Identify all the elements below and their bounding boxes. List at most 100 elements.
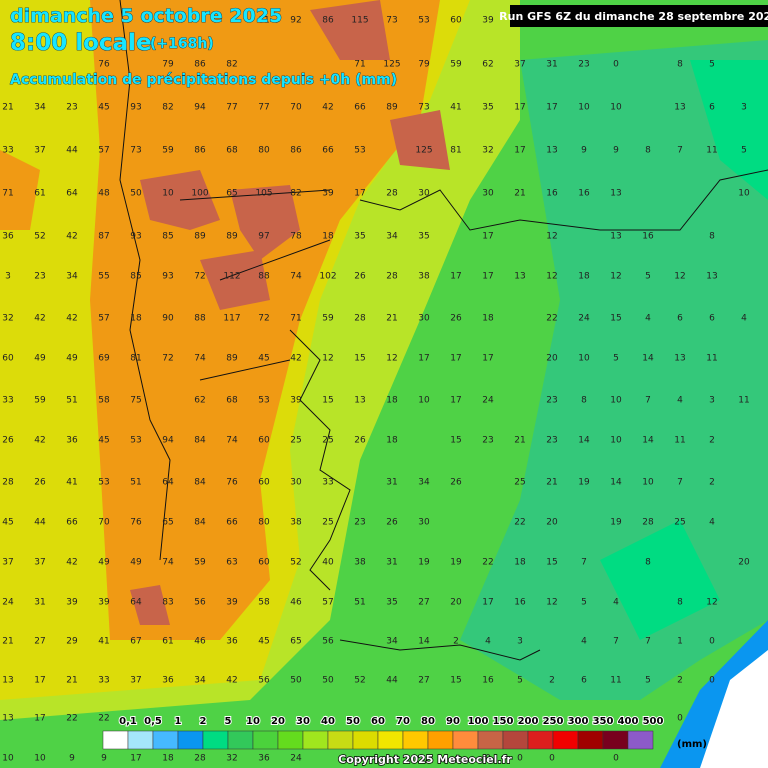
- grid-value: 24: [2, 598, 14, 608]
- grid-value: 26: [354, 436, 366, 446]
- grid-value: 32: [2, 314, 13, 324]
- grid-value: 28: [194, 754, 206, 764]
- grid-value: 40: [322, 558, 334, 568]
- grid-value: 3: [741, 103, 747, 113]
- grid-value: 31: [386, 478, 397, 488]
- grid-value: 17: [514, 103, 525, 113]
- grid-value: 71: [290, 314, 301, 324]
- grid-value: 15: [322, 396, 333, 406]
- grid-value: 17: [482, 598, 493, 608]
- grid-value: 18: [514, 558, 526, 568]
- grid-value: 31: [546, 60, 557, 70]
- grid-value: 102: [319, 272, 336, 282]
- grid-value: 5: [581, 598, 587, 608]
- grid-value: 10: [610, 396, 622, 406]
- grid-value: 64: [162, 478, 174, 488]
- grid-value: 42: [66, 314, 77, 324]
- grid-value: 39: [482, 16, 494, 26]
- grid-value: 8: [709, 232, 715, 242]
- grid-value: 17: [418, 354, 429, 364]
- grid-value: 21: [386, 314, 397, 324]
- grid-value: 65: [226, 189, 237, 199]
- grid-value: 100: [191, 189, 208, 199]
- legend-label: 250: [543, 716, 564, 727]
- grid-value: 35: [386, 598, 397, 608]
- grid-value: 19: [450, 558, 462, 568]
- grid-value: 4: [677, 396, 683, 406]
- grid-value: 18: [386, 396, 398, 406]
- grid-value: 21: [66, 676, 77, 686]
- grid-value: 5: [645, 676, 651, 686]
- grid-value: 21: [546, 478, 557, 488]
- grid-value: 42: [226, 676, 237, 686]
- grid-value: 18: [162, 754, 174, 764]
- grid-value: 12: [386, 354, 397, 364]
- grid-value: 23: [354, 518, 365, 528]
- grid-value: 10: [610, 103, 622, 113]
- grid-value: 34: [66, 272, 78, 282]
- grid-value: 6: [677, 314, 683, 324]
- grid-value: 12: [546, 598, 557, 608]
- grid-value: 13: [610, 232, 621, 242]
- grid-value: 45: [98, 436, 109, 446]
- grid-value: 64: [66, 189, 78, 199]
- grid-value: 16: [546, 189, 558, 199]
- grid-value: 44: [66, 146, 78, 156]
- grid-value: 85: [130, 272, 141, 282]
- grid-value: 34: [34, 103, 46, 113]
- grid-value: 73: [386, 16, 397, 26]
- grid-value: 27: [418, 676, 429, 686]
- grid-value: 28: [2, 478, 14, 488]
- grid-value: 34: [386, 232, 398, 242]
- field-teal: [460, 40, 768, 700]
- grid-value: 22: [514, 518, 525, 528]
- grid-value: 57: [322, 598, 333, 608]
- time-title: 8:00 locale: [10, 30, 152, 56]
- grid-value: 25: [322, 436, 333, 446]
- grid-value: 17: [130, 754, 141, 764]
- legend-label: 70: [396, 716, 410, 727]
- legend-swatch: [577, 730, 604, 750]
- grid-value: 9: [581, 146, 587, 156]
- grid-value: 16: [578, 189, 590, 199]
- grid-value: 14: [610, 478, 622, 488]
- grid-value: 0: [677, 714, 683, 724]
- grid-value: 26: [450, 314, 462, 324]
- grid-value: 39: [226, 598, 238, 608]
- grid-value: 50: [322, 676, 334, 686]
- legend-label: 1: [175, 716, 182, 727]
- grid-value: 87: [98, 232, 109, 242]
- grid-value: 80: [258, 518, 270, 528]
- grid-value: 4: [709, 518, 715, 528]
- grid-value: 0: [709, 676, 715, 686]
- grid-value: 13: [2, 676, 13, 686]
- grid-value: 17: [34, 714, 45, 724]
- grid-value: 11: [610, 676, 621, 686]
- grid-value: 50: [130, 189, 142, 199]
- grid-value: 50: [290, 676, 302, 686]
- grid-value: 28: [386, 189, 398, 199]
- grid-value: 21: [2, 637, 13, 647]
- grid-value: 2: [709, 436, 715, 446]
- grid-value: 66: [322, 146, 334, 156]
- grid-value: 4: [613, 598, 619, 608]
- grid-value: 62: [482, 60, 493, 70]
- grid-value: 72: [194, 272, 205, 282]
- grid-value: 24: [482, 396, 494, 406]
- grid-value: 26: [386, 518, 398, 528]
- subtitle: Accumulation de précipitations depuis +0…: [10, 72, 397, 88]
- grid-value: 9: [101, 754, 107, 764]
- legend-label: 0,5: [144, 716, 162, 727]
- grid-value: 35: [354, 232, 365, 242]
- grid-value: 37: [130, 676, 141, 686]
- grid-value: 41: [98, 637, 109, 647]
- grid-value: 52: [354, 676, 365, 686]
- legend-label: 90: [446, 716, 460, 727]
- grid-value: 39: [322, 189, 334, 199]
- grid-value: 93: [162, 272, 173, 282]
- grid-value: 20: [738, 558, 750, 568]
- grid-value: 49: [130, 558, 142, 568]
- grid-value: 5: [645, 272, 651, 282]
- grid-value: 4: [645, 314, 651, 324]
- grid-value: 59: [450, 60, 462, 70]
